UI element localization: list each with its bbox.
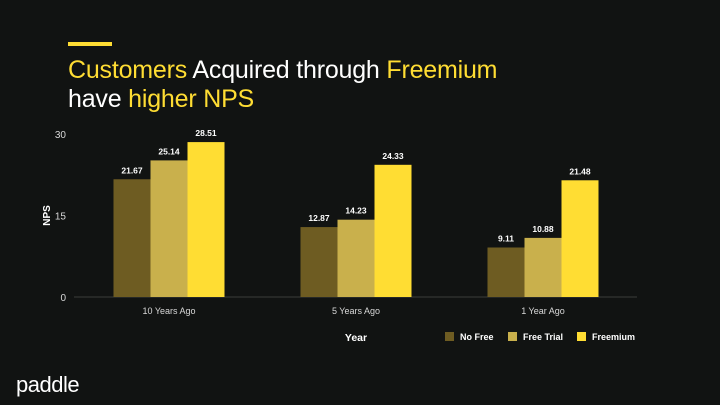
legend-label-freemium: Freemium xyxy=(592,332,635,342)
bar-freemium-0 xyxy=(187,142,225,297)
title-highlight-customers: Customers xyxy=(68,56,188,84)
legend-swatch-freemium xyxy=(577,332,586,341)
legend-swatch-free-trial xyxy=(508,332,517,341)
title-text-acquired: Acquired through xyxy=(187,56,387,84)
x-tick-label-2: 1 Year Ago xyxy=(521,306,565,316)
y-tick-label-1: 15 xyxy=(55,212,67,223)
bar-no-free-2 xyxy=(487,247,525,297)
title-highlight-freemium: Freemium xyxy=(386,56,498,84)
title-highlight-higher-nps: higher NPS xyxy=(128,85,255,113)
legend-label-no-free: No Free xyxy=(460,332,494,342)
value-label-no-free-0: 21.67 xyxy=(121,165,143,175)
value-label-freemium-0: 28.51 xyxy=(195,128,217,138)
slide-title: Customers Acquired through Freemium have… xyxy=(68,56,498,114)
value-label-free-trial-1: 14.23 xyxy=(345,206,367,216)
legend-swatch-no-free xyxy=(445,332,454,341)
bar-free-trial-0 xyxy=(150,160,188,297)
legend-label-free-trial: Free Trial xyxy=(523,332,563,342)
bar-no-free-1 xyxy=(300,227,338,297)
bar-freemium-1 xyxy=(374,164,412,297)
x-tick-label-1: 5 Years Ago xyxy=(332,306,380,316)
y-tick-label-0: 0 xyxy=(60,293,66,304)
value-label-free-trial-0: 25.14 xyxy=(158,146,180,156)
bar-no-free-0 xyxy=(113,179,151,297)
bar-free-trial-2 xyxy=(524,237,562,297)
value-label-free-trial-2: 10.88 xyxy=(532,224,554,234)
title-line-2: have higher NPS xyxy=(68,85,497,114)
y-axis-title: NPS xyxy=(42,205,53,226)
value-label-freemium-2: 21.48 xyxy=(569,166,591,176)
bar-free-trial-1 xyxy=(337,219,375,297)
bar-freemium-2 xyxy=(561,180,599,297)
x-tick-label-0: 10 Years Ago xyxy=(142,306,195,316)
x-axis-title: Year xyxy=(345,332,367,344)
y-tick-label-2: 30 xyxy=(55,130,67,141)
title-line-1: Customers Acquired through Freemium xyxy=(68,56,498,85)
paddle-logo: paddle xyxy=(16,372,80,397)
value-label-no-free-1: 12.87 xyxy=(308,213,330,223)
value-label-freemium-1: 24.33 xyxy=(382,151,404,161)
value-label-no-free-2: 9.11 xyxy=(498,234,514,244)
title-text-have: have xyxy=(68,85,129,113)
title-accent-bar xyxy=(68,42,112,46)
